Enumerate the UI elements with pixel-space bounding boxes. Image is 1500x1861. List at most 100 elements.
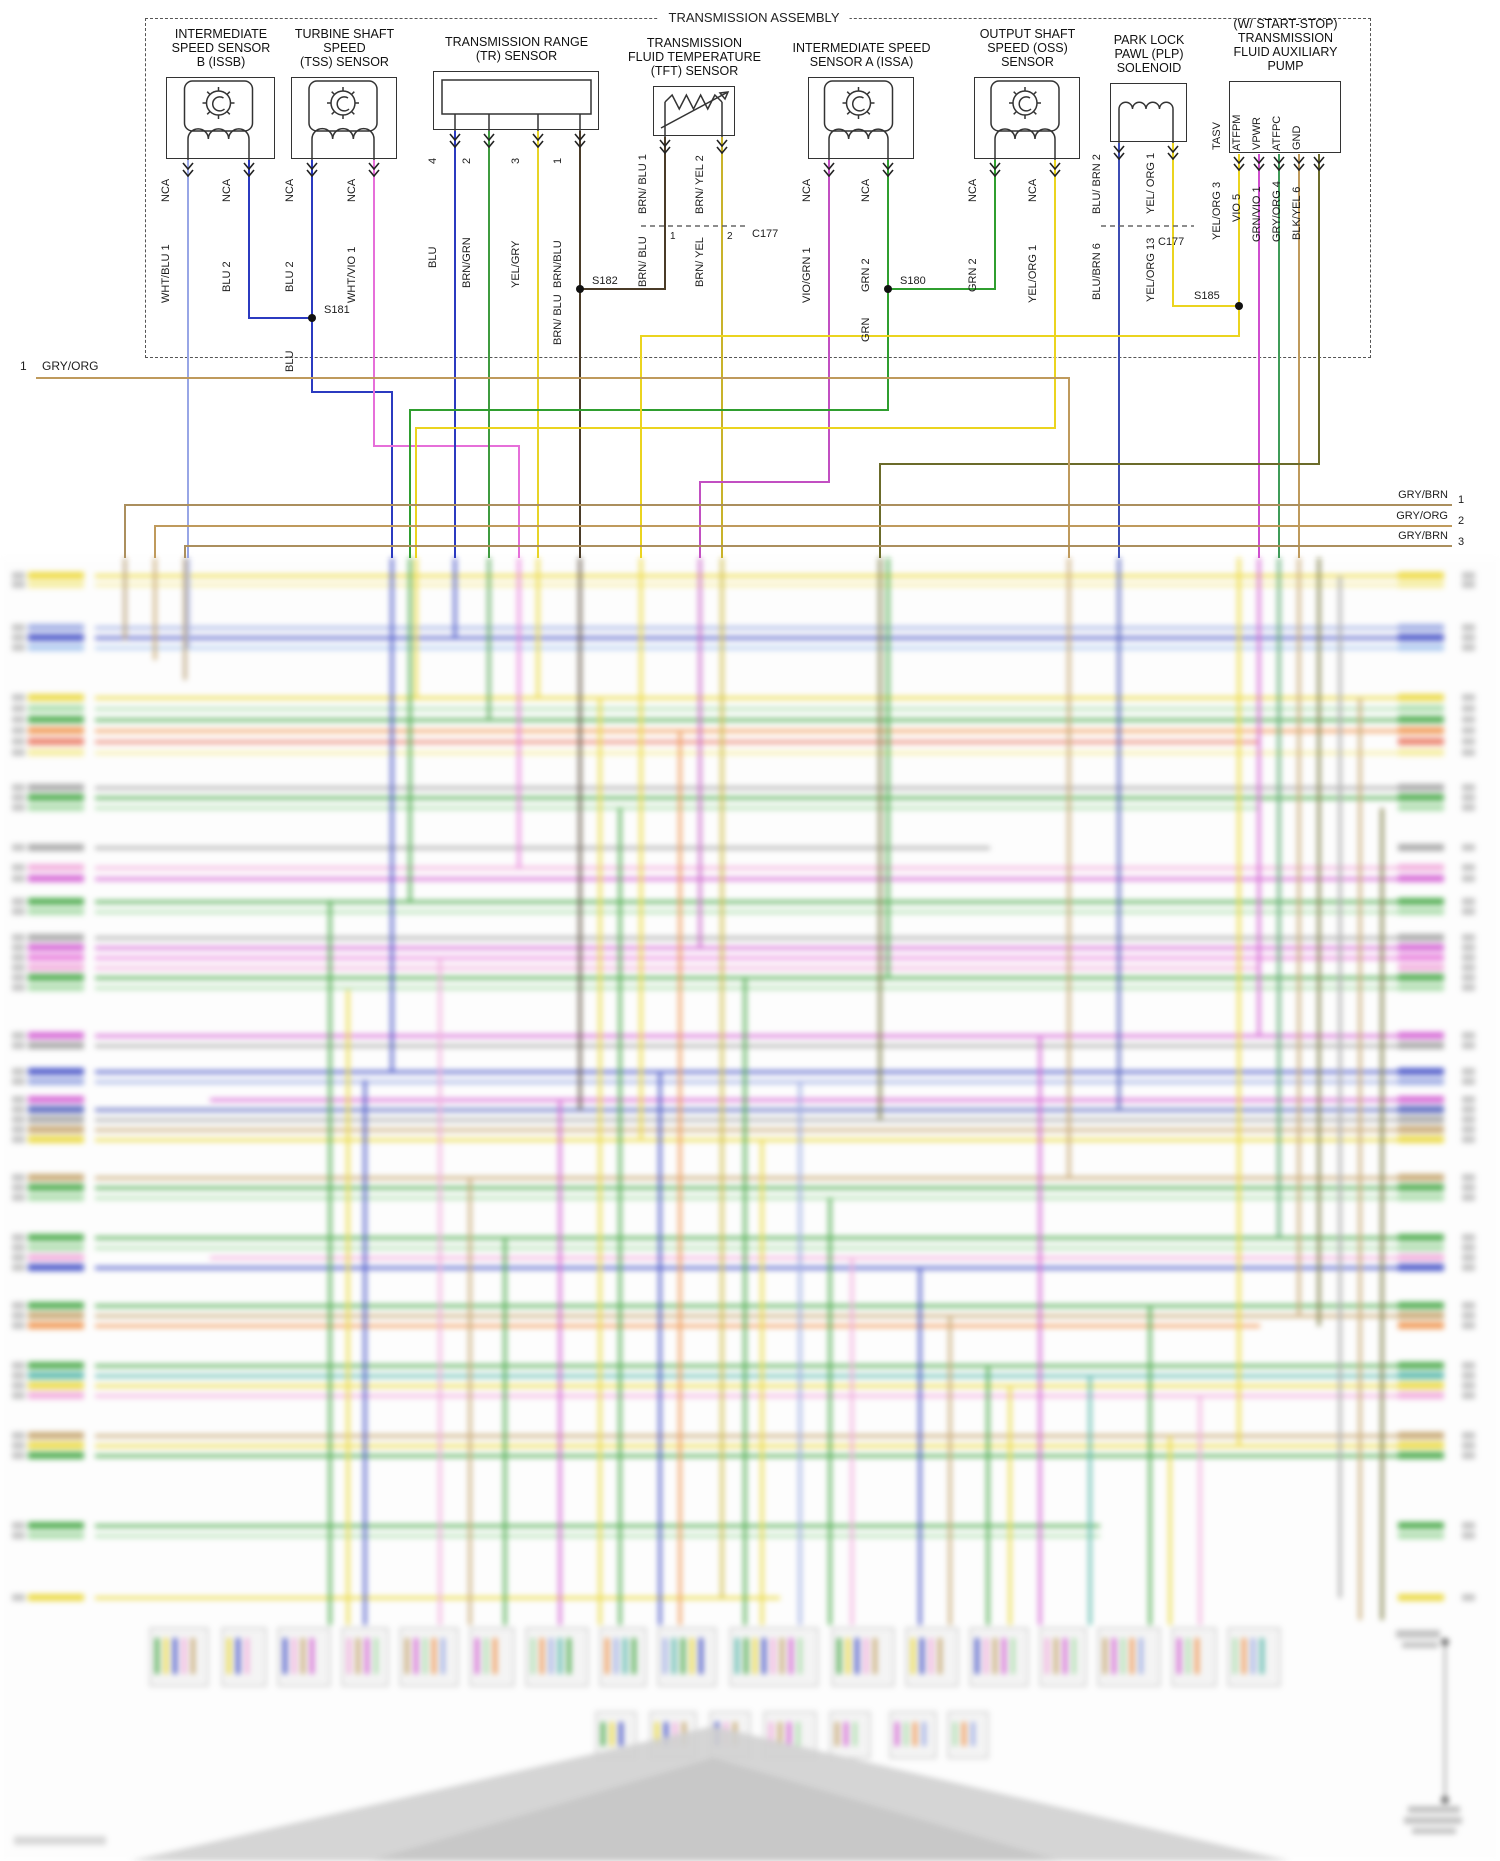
diagram-label: GRY/BRN [1398, 530, 1448, 542]
blurred-text-smudge [1462, 1032, 1475, 1039]
blurred-text-smudge [12, 964, 25, 971]
wire-label: GRY/ORG 4 [1271, 181, 1283, 242]
blurred-text-smudge [28, 694, 84, 701]
issb-symbol [226, 91, 231, 96]
wire-label: NCA [221, 178, 233, 202]
blurred-text-smudge [610, 1722, 614, 1746]
blurred-text-smudge [12, 727, 25, 734]
blurred-text-smudge [12, 572, 25, 579]
blurred-text-smudge [1398, 804, 1444, 811]
blurred-text-smudge [1462, 1392, 1475, 1399]
blurred-text-smudge [1398, 1522, 1444, 1529]
blurred-text-smudge [28, 1382, 84, 1389]
blurred-text-smudge [1398, 934, 1444, 941]
plp-symbol [1118, 101, 1174, 110]
diagram-label: S181 [324, 304, 350, 316]
blurred-text-smudge [12, 1254, 25, 1261]
blurred-text-smudge [1398, 1382, 1444, 1389]
issb-pin-chevron [243, 169, 255, 178]
tr-pin-chevron [449, 133, 461, 142]
blurred-text-smudge [1462, 694, 1475, 701]
blurred-text-smudge [1072, 1638, 1076, 1674]
blurred-text-smudge [12, 1032, 25, 1039]
issb-symbol [183, 80, 254, 132]
blurred-text-smudge [12, 1302, 25, 1309]
blurred-text-smudge [1398, 1254, 1444, 1261]
blurred-text-smudge [1462, 716, 1475, 723]
blurred-text-smudge [28, 934, 84, 941]
blurred-text-smudge [1462, 1174, 1475, 1181]
blurred-text-smudge [1398, 844, 1444, 851]
blurred-text-smudge [28, 1432, 84, 1439]
tss-symbol [308, 80, 378, 132]
wire-label: NCA [1027, 178, 1039, 202]
tr-pin-chevron [532, 140, 544, 149]
blurred-text-smudge [873, 1638, 877, 1674]
blurred-text-smudge [28, 644, 84, 651]
blurred-text-smudge [681, 1638, 685, 1674]
blurred-text-smudge [1462, 624, 1475, 631]
wire-label: GRN [860, 317, 872, 342]
wire-issb-blu [248, 160, 314, 319]
tss-symbol [336, 96, 350, 112]
blurred-text-smudge [1408, 1806, 1460, 1813]
blurred-text-smudge [12, 1244, 25, 1251]
blurred-text-smudge [12, 1594, 25, 1601]
blurred-text-smudge [28, 1042, 84, 1049]
blurred-text-smudge [1462, 1106, 1475, 1113]
blurred-text-smudge [28, 944, 84, 951]
blurred-text-smudge [1398, 644, 1444, 651]
blurred-text-smudge [953, 1722, 957, 1746]
blurred-text-smudge [28, 1302, 84, 1309]
blurred-text-smudge [1398, 1432, 1444, 1439]
tss-pin-chevron [306, 169, 318, 178]
blurred-text-smudge [1139, 1638, 1143, 1674]
blurred-text-smudge [28, 794, 84, 801]
blurred-text-smudge [1398, 1184, 1444, 1191]
tft-title-line: FLUID TEMPERATURE [628, 50, 761, 64]
diagram-label: GRY/ORG [42, 359, 99, 373]
blurred-text-smudge [1398, 1532, 1444, 1539]
blurred-text-smudge [1398, 1322, 1444, 1329]
blurred-text-smudge [1462, 1254, 1475, 1261]
blurred-text-smudge [12, 624, 25, 631]
assembly-title: TRANSMISSION ASSEMBLY [658, 10, 850, 25]
blurred-text-smudge [28, 1372, 84, 1379]
diagram-label: GRY/ORG [1396, 510, 1448, 522]
plp-pin-chevron [1113, 145, 1125, 154]
blurred-text-smudge [1462, 572, 1475, 579]
issb-title-line: INTERMEDIATE [174, 27, 268, 41]
wire-label: NCA [346, 178, 358, 202]
tr-box [433, 71, 599, 130]
wire-oss-yelorg [415, 160, 1056, 558]
issa-pin-chevron [823, 169, 835, 178]
wire-label: YEL/ORG 1 [1027, 244, 1039, 303]
issa-symbol [851, 96, 866, 112]
blurred-text-smudge [762, 1638, 766, 1674]
blurred-text-smudge [632, 1638, 636, 1674]
tss-box [291, 77, 397, 159]
blurred-text-smudge [835, 1722, 839, 1746]
blurred-text-smudge [28, 1312, 84, 1319]
tft-pin-chevron [716, 146, 728, 155]
blurred-text-smudge [1177, 1638, 1181, 1674]
blurred-text-smudge [12, 1174, 25, 1181]
blurred-text-smudge [1462, 1234, 1475, 1241]
blurred-text-smudge [12, 1522, 25, 1529]
blurred-text-smudge [12, 749, 25, 756]
blurred-text-smudge [28, 1522, 84, 1529]
diagram-label: 2 [1458, 515, 1465, 527]
blurred-text-smudge [1462, 984, 1475, 991]
wire-label: WHT/VIO 1 [346, 246, 358, 303]
blurred-text-smudge [1130, 1638, 1134, 1674]
blurred-text-smudge [28, 624, 84, 631]
wire-exit-grybrn-3 [184, 545, 1452, 558]
blurred-text-smudge [1398, 694, 1444, 701]
wire-label: ATFPC [1271, 115, 1283, 151]
blurred-text-smudge [493, 1638, 497, 1674]
blurred-text-smudge [920, 1638, 924, 1674]
blurred-text-smudge [1054, 1638, 1058, 1674]
blurred-text-smudge [1462, 898, 1475, 905]
blurred-text-smudge [405, 1638, 409, 1674]
oss-pin-chevron [989, 169, 1001, 178]
